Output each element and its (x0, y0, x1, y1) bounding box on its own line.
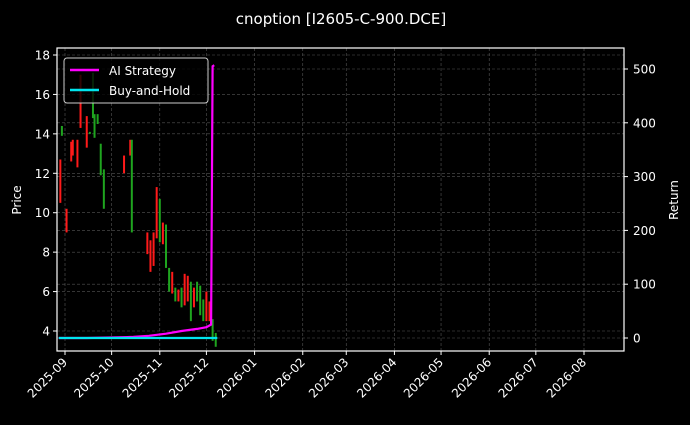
x-tick-label: 2025-11 (120, 355, 165, 400)
y-tick-left: 14 (35, 127, 50, 141)
candle (88, 131, 91, 134)
y-tick-left: 10 (35, 206, 50, 220)
candle (71, 139, 74, 156)
x-tick-label: 2025-12 (166, 355, 211, 400)
x-tick-label: 2026-06 (449, 355, 494, 400)
candle (199, 285, 202, 316)
x-tick-label: 2026-08 (544, 355, 589, 400)
candle (70, 141, 73, 162)
candle (158, 198, 161, 243)
candle (205, 291, 208, 322)
x-tick-label: 2025-09 (25, 355, 70, 400)
candle (177, 289, 180, 302)
plot-frame (56, 47, 625, 352)
candle (211, 319, 214, 341)
x-tick-label: 2025-10 (71, 355, 116, 400)
chart-title: cnoption [I2605-C-900.DCE] (236, 10, 446, 28)
x-tick-label: 2026-03 (306, 355, 351, 400)
candle (168, 267, 171, 292)
y-tick-left: 16 (35, 88, 50, 102)
x-tick-label: 2026-07 (496, 355, 541, 400)
y-tick-left: 18 (35, 49, 50, 63)
grid (57, 48, 624, 351)
candle (123, 155, 126, 174)
legend: AI Strategy Buy-and-Hold (63, 57, 209, 104)
candle (96, 114, 99, 124)
y-tick-right: 300 (633, 170, 656, 184)
candle (102, 169, 105, 209)
candle (171, 271, 174, 294)
candle (180, 287, 183, 308)
y-tick-right: 0 (633, 332, 641, 346)
candle (196, 281, 199, 302)
y-tick-left: 6 (42, 285, 50, 299)
candle (60, 125, 63, 136)
return-lines (58, 64, 218, 340)
x-tick-label: 2026-01 (214, 355, 259, 400)
x-axis: 2025-09 2025-10 2025-11 2025-12 2026-01 2026-… (25, 351, 589, 401)
candle (183, 273, 186, 306)
candle (65, 208, 68, 233)
candle (189, 281, 192, 322)
y-axis-right: 0 100 200 300 400 500 (624, 63, 656, 346)
candle (130, 139, 133, 233)
candle (165, 224, 168, 268)
y-tick-left: 4 (42, 325, 50, 339)
candle (214, 332, 217, 347)
legend-buy-and-hold-label: Buy-and-Hold (109, 84, 190, 98)
y-tick-right: 100 (633, 278, 656, 292)
candle (99, 143, 102, 176)
y-axis-right-label: Return (667, 180, 681, 220)
candle (146, 232, 149, 255)
x-tick-label: 2026-04 (354, 355, 399, 400)
candle (155, 187, 158, 239)
candle (192, 287, 195, 308)
candle (85, 116, 88, 148)
candle (161, 222, 164, 245)
candle (76, 139, 79, 168)
y-tick-left: 8 (42, 246, 50, 260)
y-axis-left-label: Price (10, 185, 24, 214)
y-tick-right: 200 (633, 224, 656, 238)
candle (174, 287, 177, 302)
candle (208, 301, 211, 322)
candle (93, 114, 96, 138)
candle (202, 299, 205, 322)
candle (59, 159, 62, 203)
y-tick-right: 400 (633, 116, 656, 130)
candle (149, 240, 152, 272)
x-tick-label: 2026-02 (263, 355, 308, 400)
y-tick-right: 500 (633, 63, 656, 77)
y-tick-left: 12 (35, 167, 50, 181)
x-tick-label: 2026-05 (401, 355, 446, 400)
candle (186, 275, 189, 302)
candle (129, 139, 132, 156)
y-axis-left: 4 6 8 10 12 14 16 18 (35, 49, 57, 339)
legend-ai-strategy-label: AI Strategy (109, 64, 176, 78)
candle (152, 232, 155, 266)
